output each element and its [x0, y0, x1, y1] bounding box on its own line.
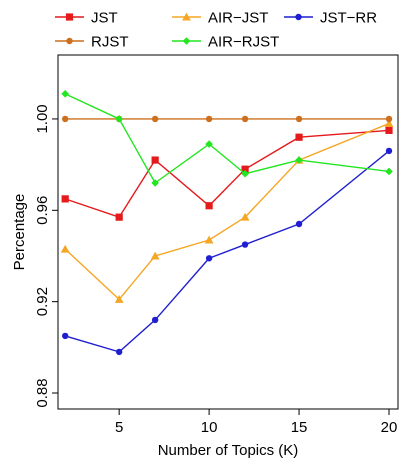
x-tick-label: 10	[201, 419, 218, 436]
x-tick-label: 15	[291, 419, 308, 436]
series-jst	[61, 126, 393, 221]
x-axis: 5 10 15 20	[115, 409, 397, 436]
data-point	[151, 316, 159, 324]
data-point	[205, 255, 213, 262]
series-air-rjst	[61, 90, 393, 187]
legend-item: JST−RR	[284, 10, 377, 27]
y-tick-label: 1.00	[34, 104, 51, 133]
x-tick-label: 5	[115, 419, 123, 436]
y-axis: 0.88 0.92 0.96 1.00	[34, 104, 58, 408]
legend-marker	[65, 13, 74, 21]
series-layer	[60, 90, 394, 356]
legend-item: JST	[55, 10, 118, 27]
legend-label: RJST	[91, 34, 129, 51]
plot-frame	[57, 54, 399, 410]
series-line	[64, 150, 390, 353]
legend-item: RJST	[55, 34, 129, 51]
data-point	[61, 90, 69, 98]
data-point	[61, 115, 69, 123]
legend-marker	[295, 13, 302, 21]
data-point	[150, 251, 160, 260]
data-point	[115, 213, 123, 221]
data-point	[384, 119, 394, 128]
data-point	[114, 294, 124, 303]
legend-label: AIR−RJST	[208, 34, 279, 51]
data-point	[385, 115, 393, 123]
y-tick-label: 0.92	[34, 287, 51, 316]
data-point	[241, 241, 249, 248]
series-rjst	[61, 115, 393, 123]
data-point	[115, 348, 123, 356]
legend-label: JST	[91, 10, 118, 27]
legend: JST AIR−JST JST−RR RJST AIR−RJST	[55, 10, 377, 51]
data-point	[151, 179, 159, 187]
legend-item: AIR−JST	[172, 10, 268, 27]
legend-label: AIR−JST	[208, 10, 268, 27]
data-point	[61, 195, 69, 203]
data-point	[295, 220, 303, 228]
data-point	[241, 165, 249, 173]
data-point	[385, 126, 393, 134]
data-point	[205, 140, 213, 148]
data-point	[295, 115, 303, 123]
legend-marker	[182, 37, 191, 45]
data-point	[385, 147, 393, 155]
series-line	[64, 122, 390, 301]
legend-item: AIR−RJST	[172, 34, 279, 51]
data-point	[385, 167, 393, 176]
data-point	[151, 156, 159, 164]
y-tick-label: 0.96	[34, 196, 51, 225]
y-axis-label: Percentage	[11, 194, 28, 271]
data-point	[241, 169, 249, 178]
x-axis-label: Number of Topics (K)	[158, 442, 299, 459]
data-point	[205, 115, 213, 123]
legend-label: JST−RR	[320, 10, 377, 27]
data-point	[60, 244, 70, 253]
data-point	[151, 115, 159, 123]
data-point	[115, 115, 123, 123]
data-point	[295, 156, 303, 164]
data-point	[240, 212, 250, 221]
data-point	[241, 115, 249, 123]
series-line	[64, 93, 390, 184]
data-point	[295, 133, 303, 141]
data-point	[205, 202, 213, 210]
series-air-jst	[60, 119, 394, 303]
data-point	[61, 332, 69, 340]
x-tick-label: 20	[381, 419, 398, 436]
series-jst-rr	[61, 147, 393, 356]
legend-marker	[182, 12, 191, 21]
data-point	[204, 235, 214, 244]
legend-marker	[66, 37, 73, 45]
y-tick-label: 0.88	[34, 378, 51, 407]
